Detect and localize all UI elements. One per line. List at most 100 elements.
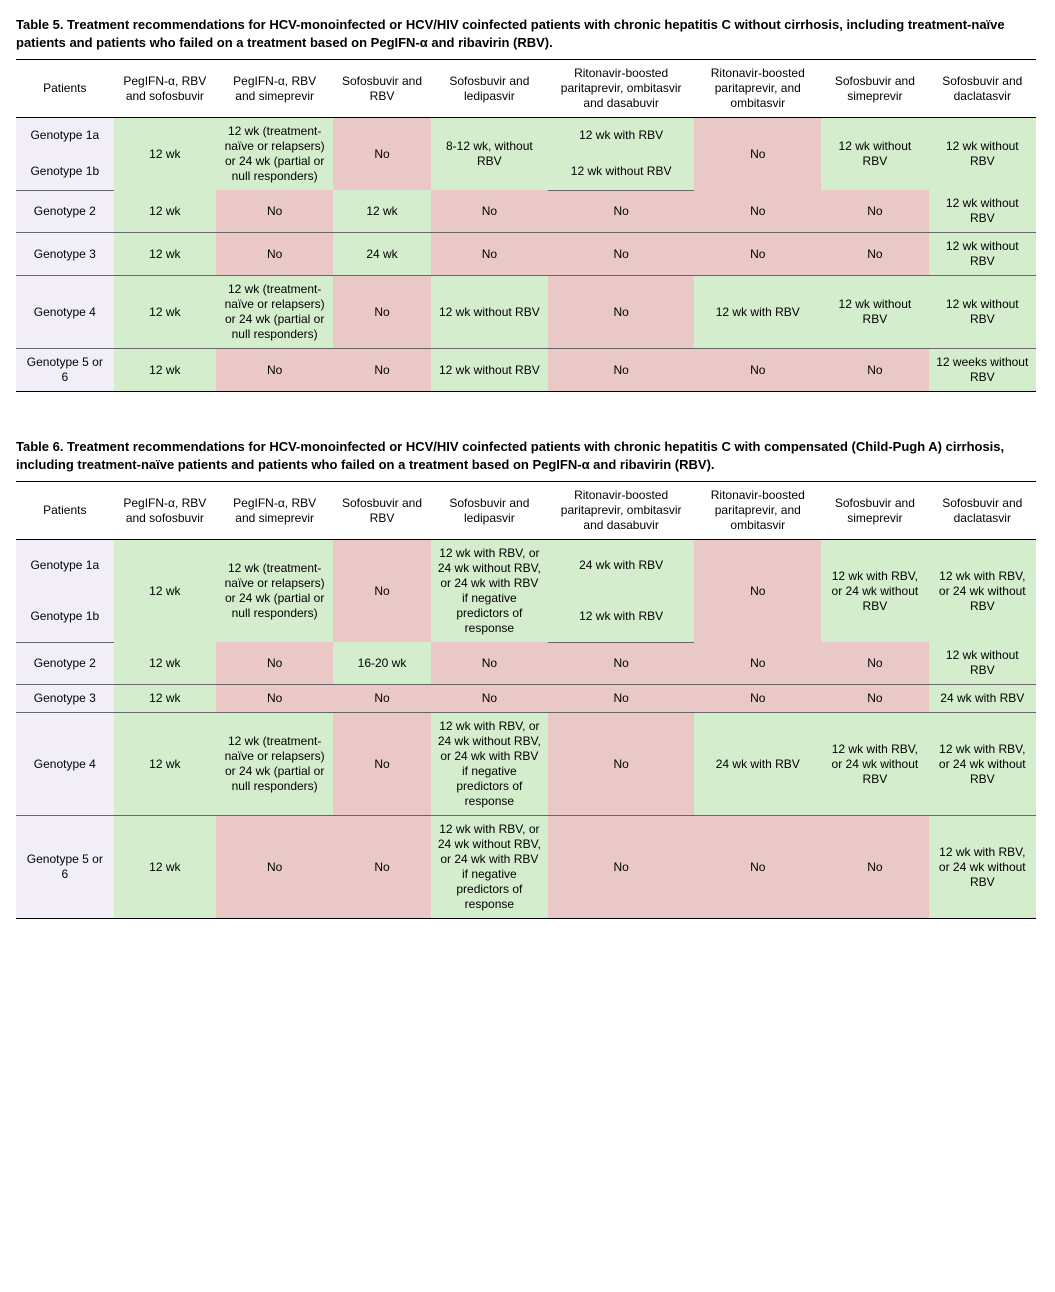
data-cell: No — [694, 190, 821, 233]
table-row: Genotype 5 or 612 wkNoNo12 wk without RB… — [16, 349, 1036, 392]
row-label: Genotype 5 or 6 — [16, 816, 114, 919]
table6-caption: Table 6. Treatment recommendations for H… — [16, 438, 1036, 473]
row-label: Genotype 1b — [16, 154, 114, 190]
data-cell: 12 wk with RBV — [548, 591, 694, 642]
col-header: Sofosbuvir and simeprevir — [821, 60, 928, 118]
table-row: Genotype 412 wk12 wk (treat­ment-naïve o… — [16, 276, 1036, 349]
data-cell: 12 wk with RBV — [694, 276, 821, 349]
data-cell: No — [216, 349, 333, 392]
data-cell: No — [821, 349, 928, 392]
data-cell: 12 wk without RBV — [929, 276, 1036, 349]
data-cell: No — [333, 685, 431, 713]
data-cell: 12 wk with RBV, or 24 wk without RBV — [821, 713, 928, 816]
data-cell: No — [548, 276, 694, 349]
data-cell: No — [431, 233, 548, 276]
data-cell: No — [431, 685, 548, 713]
table5: PatientsPegIFN-α, RBV and sofosbuvirPegI… — [16, 59, 1036, 392]
data-cell: 12 wk with RBV, or 24 wk without RBV — [929, 540, 1036, 643]
data-cell: No — [694, 685, 821, 713]
col-header: Sofosbuvir and RBV — [333, 60, 431, 118]
row-label: Genotype 4 — [16, 713, 114, 816]
data-cell: 12 wk with RBV, or 24 wk without RBV — [929, 713, 1036, 816]
data-cell: No — [333, 816, 431, 919]
data-cell: 12 wk without RBV — [431, 276, 548, 349]
data-cell: 12 wk without RBV — [821, 118, 928, 191]
data-cell: No — [333, 713, 431, 816]
col-header: PegIFN-α, RBV and simeprevir — [216, 482, 333, 540]
data-cell: 12 wk with RBV — [548, 118, 694, 154]
col-header: Patients — [16, 482, 114, 540]
data-cell: No — [821, 190, 928, 233]
table5-caption: Table 5. Treatment recommendations for H… — [16, 16, 1036, 51]
data-cell: 12 wk — [114, 642, 216, 685]
data-cell: No — [821, 233, 928, 276]
col-header: Sofosbuvir and daclatasvir — [929, 482, 1036, 540]
row-label: Genotype 2 — [16, 642, 114, 685]
row-label: Genotype 1a — [16, 540, 114, 591]
data-cell: 12 wk — [114, 685, 216, 713]
col-header: Sofosbuvir and ledipasvir — [431, 482, 548, 540]
data-cell: 12 wk — [114, 276, 216, 349]
data-cell: 12 wk (treat­ment-naïve or relapsers) or… — [216, 713, 333, 816]
data-cell: No — [694, 540, 821, 643]
data-cell: 12 wk — [114, 190, 216, 233]
row-label: Genotype 1a — [16, 118, 114, 154]
data-cell: No — [333, 118, 431, 191]
data-cell: No — [548, 713, 694, 816]
data-cell: 16-20 wk — [333, 642, 431, 685]
data-cell: No — [694, 233, 821, 276]
data-cell: No — [694, 642, 821, 685]
col-header: Ritonavir-boosted paritaprevir, ombit­as… — [548, 482, 694, 540]
data-cell: No — [821, 816, 928, 919]
data-cell: 12 wk — [333, 190, 431, 233]
data-cell: 24 wk with RBV — [929, 685, 1036, 713]
data-cell: 24 wk — [333, 233, 431, 276]
data-cell: 24 wk with RBV — [694, 713, 821, 816]
data-cell: No — [548, 816, 694, 919]
col-header: Sofosbuvir and daclatasvir — [929, 60, 1036, 118]
data-cell: 12 wk — [114, 233, 216, 276]
data-cell: 24 wk with RBV — [548, 540, 694, 591]
data-cell: No — [548, 642, 694, 685]
table-row: Genotype 312 wkNo24 wkNoNoNoNo12 wk with… — [16, 233, 1036, 276]
col-header: Sofosbuvir and RBV — [333, 482, 431, 540]
data-cell: No — [694, 118, 821, 191]
col-header: Patients — [16, 60, 114, 118]
table-row: Genotype 5 or 612 wkNoNo12 wk with RBV, … — [16, 816, 1036, 919]
col-header: PegIFN-α, RBV and simeprevir — [216, 60, 333, 118]
data-cell: 12 wk without RBV — [929, 233, 1036, 276]
table-row: Genotype 212 wkNo12 wkNoNoNoNo12 wk with… — [16, 190, 1036, 233]
header-row: PatientsPegIFN-α, RBV and sofosbuvirPegI… — [16, 482, 1036, 540]
data-cell: 12 wk — [114, 713, 216, 816]
col-header: Sofosbuvir and ledipasvir — [431, 60, 548, 118]
data-cell: No — [333, 276, 431, 349]
data-cell: 12 wk with RBV, or 24 wk without RBV — [821, 540, 928, 643]
table-row: Genotype 212 wkNo16-20 wkNoNoNoNo12 wk w… — [16, 642, 1036, 685]
data-cell: 12 wk with RBV, or 24 wk without RBV, or… — [431, 540, 548, 643]
row-label: Genotype 4 — [16, 276, 114, 349]
table-row: Genotype 1a12 wk12 wk (treat­ment-naïve … — [16, 118, 1036, 154]
data-cell: 12 wk without RBV — [821, 276, 928, 349]
data-cell: No — [821, 685, 928, 713]
data-cell: 12 wk without RBV — [431, 349, 548, 392]
data-cell: 12 wk — [114, 349, 216, 392]
data-cell: 12 wk — [114, 540, 216, 643]
data-cell: No — [548, 233, 694, 276]
table-row: Genotype 412 wk12 wk (treat­ment-naïve o… — [16, 713, 1036, 816]
col-header: Sofosbuvir and simeprevir — [821, 482, 928, 540]
data-cell: No — [694, 349, 821, 392]
col-header: PegIFN-α, RBV and sofosbuvir — [114, 482, 216, 540]
data-cell: No — [216, 233, 333, 276]
data-cell: 12 wk (treat­ment-naïve or relapsers) or… — [216, 540, 333, 643]
col-header: Ritonavir-boosted paritaprevir, and ombi… — [694, 60, 821, 118]
table-row: Genotype 312 wkNoNoNoNoNoNo24 wk with RB… — [16, 685, 1036, 713]
header-row: PatientsPegIFN-α, RBV and sofosbuvirPegI… — [16, 60, 1036, 118]
data-cell: No — [548, 685, 694, 713]
row-label: Genotype 2 — [16, 190, 114, 233]
data-cell: 12 wk with RBV, or 24 wk without RBV — [929, 816, 1036, 919]
data-cell: No — [333, 540, 431, 643]
data-cell: No — [548, 349, 694, 392]
data-cell: 12 wk — [114, 118, 216, 191]
col-header: Ritonavir-boosted paritaprevir, ombit­as… — [548, 60, 694, 118]
data-cell: No — [216, 685, 333, 713]
